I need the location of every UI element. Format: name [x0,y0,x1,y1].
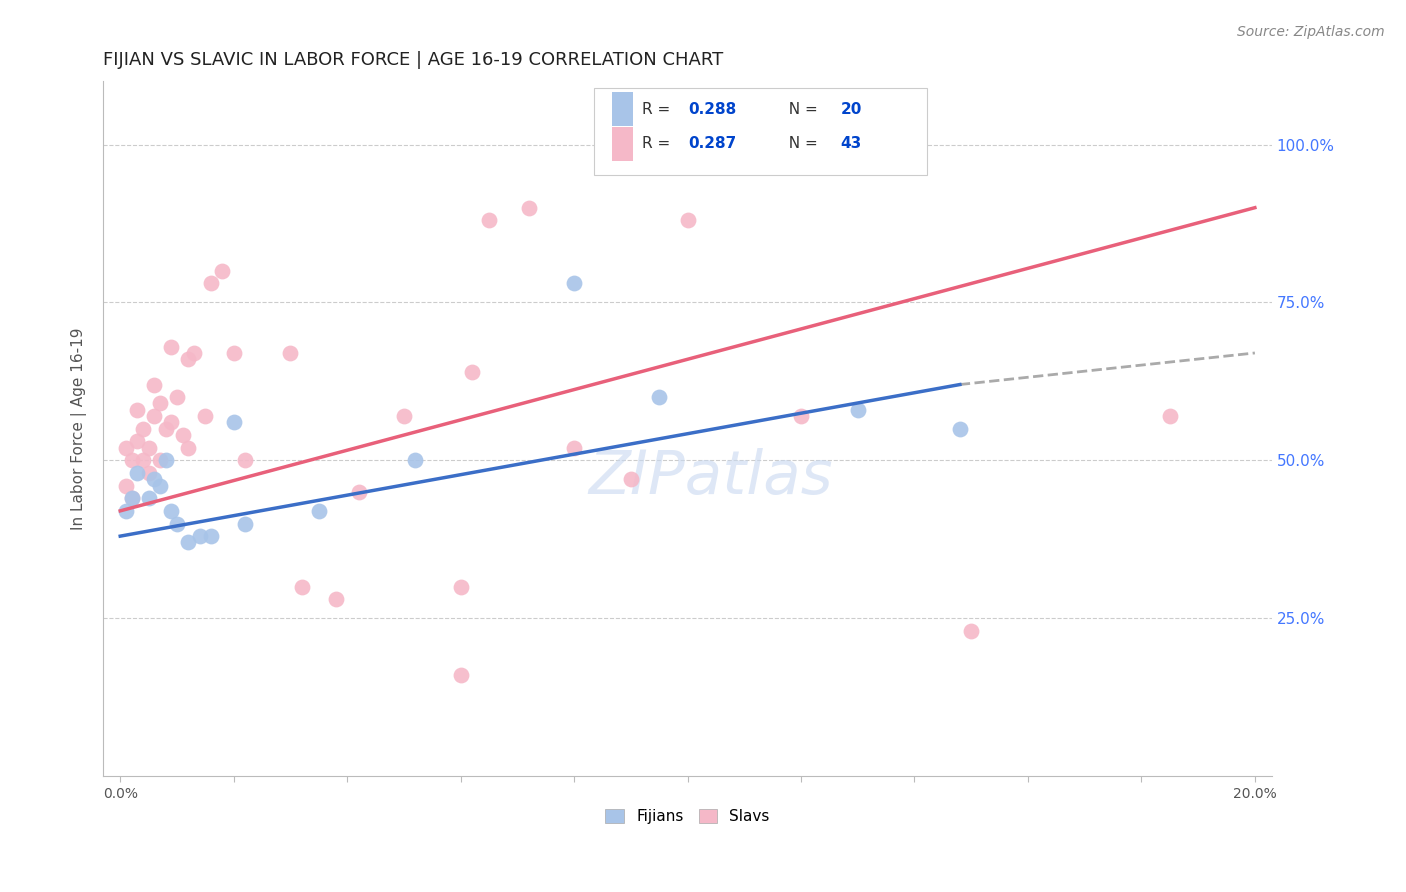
Point [138,441,160,455]
Point [450,580,472,594]
Point [115,478,138,492]
Point [177,441,200,455]
Point [143,472,166,486]
Point [132,422,155,436]
Point [188,529,211,543]
Text: FIJIAN VS SLAVIC IN LABOR FORCE | AGE 16-19 CORRELATION CHART: FIJIAN VS SLAVIC IN LABOR FORCE | AGE 16… [103,51,724,69]
Point [166,390,188,404]
Text: N =: N = [779,136,823,152]
Text: N =: N = [779,102,823,117]
Point [172,428,194,442]
Point [200,277,222,291]
Point [517,201,540,215]
FancyBboxPatch shape [595,88,927,175]
Point [160,416,183,430]
Point [648,390,671,404]
Point [222,346,245,360]
Text: 0.287: 0.287 [689,136,737,152]
Text: R =: R = [643,136,675,152]
Point [450,668,472,682]
Point [404,453,426,467]
Point [155,422,177,436]
Point [676,213,699,227]
Point [222,416,245,430]
Text: 20: 20 [841,102,862,117]
Point [177,535,200,549]
Point [127,434,149,449]
Point [325,592,347,607]
Bar [612,128,633,161]
Point [155,453,177,467]
Point [177,352,200,367]
Bar [612,93,633,126]
Point [183,346,205,360]
Text: 43: 43 [841,136,862,152]
Point [138,491,160,506]
Point [478,213,501,227]
Point [149,453,172,467]
Point [160,340,183,354]
Point [121,453,143,467]
Point [562,277,585,291]
Point [461,365,484,379]
Point [143,377,166,392]
Text: ZIPatlas: ZIPatlas [589,448,834,507]
Point [115,441,138,455]
Point [347,484,370,499]
Point [392,409,415,424]
Text: Source: ZipAtlas.com: Source: ZipAtlas.com [1237,25,1385,39]
Point [291,580,314,594]
Point [149,478,172,492]
Point [115,504,138,518]
Text: 0.288: 0.288 [689,102,737,117]
Point [308,504,330,518]
Point [127,402,149,417]
Point [562,441,585,455]
Point [138,466,160,480]
Point [790,409,813,424]
Point [121,491,143,506]
Point [1159,409,1181,424]
Point [620,472,643,486]
Point [121,491,143,506]
Legend: Fijians, Slavs: Fijians, Slavs [606,809,769,824]
Point [149,396,172,410]
Text: R =: R = [643,102,675,117]
Point [132,453,155,467]
Point [960,624,983,638]
Point [280,346,302,360]
Point [194,409,217,424]
Point [233,516,256,531]
Point [211,264,233,278]
Point [160,504,183,518]
Point [846,402,869,417]
Point [143,409,166,424]
Y-axis label: In Labor Force | Age 16-19: In Labor Force | Age 16-19 [72,327,87,530]
Point [233,453,256,467]
Point [166,516,188,531]
Point [200,529,222,543]
Point [127,466,149,480]
Point [949,422,972,436]
